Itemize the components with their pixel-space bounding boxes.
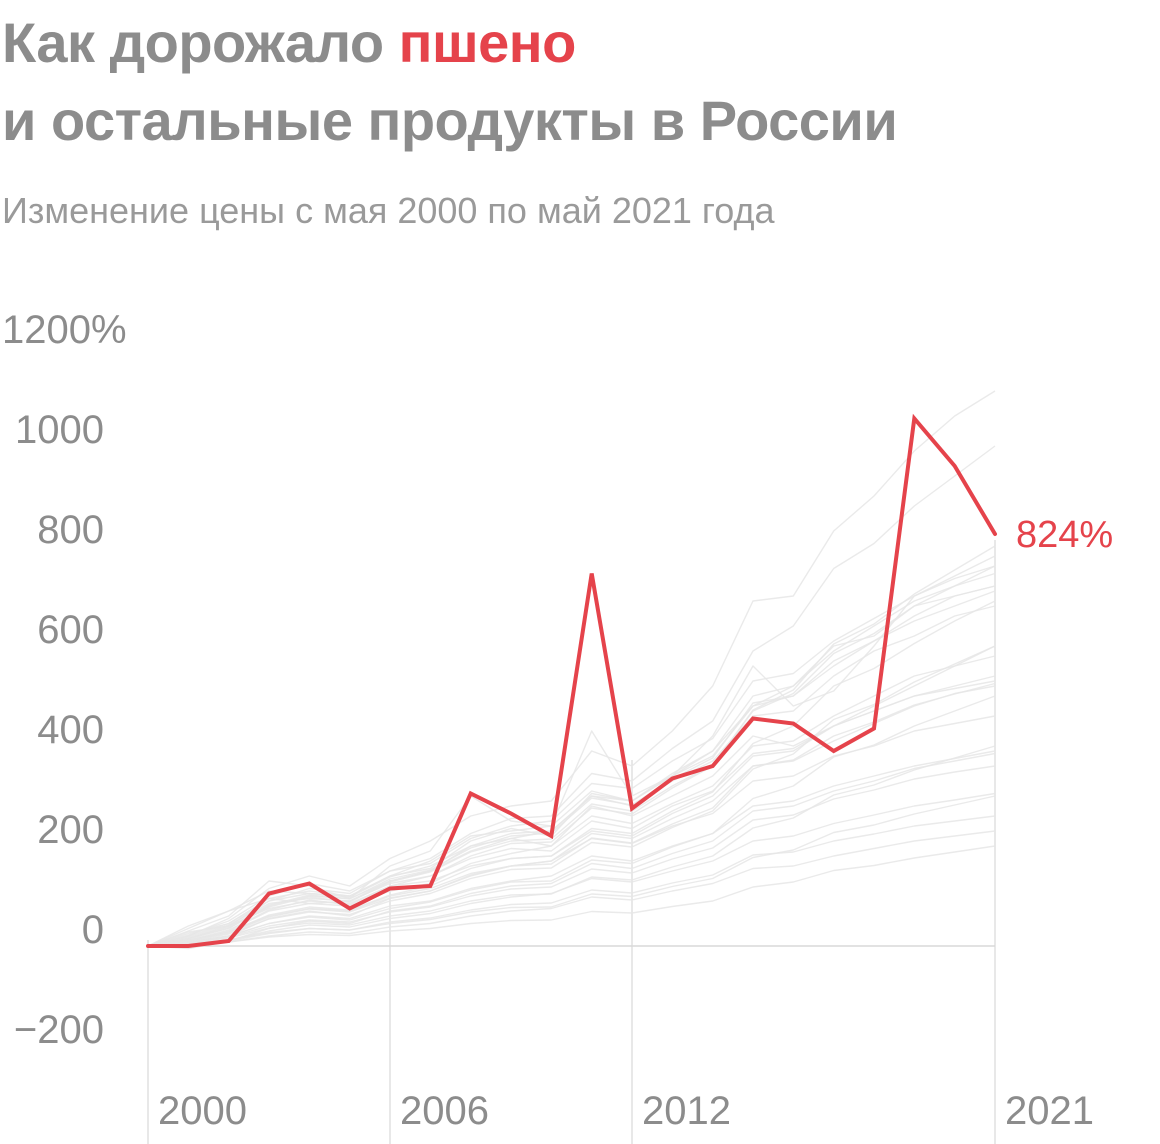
y-axis-ticks: 1200% 1000 800 600 400 200 0 −200 [2, 308, 127, 1052]
background-series-line [147, 792, 996, 947]
background-series-line [147, 645, 996, 947]
y-tick-label: 200 [37, 808, 104, 852]
background-series-line [147, 715, 996, 947]
background-series-line [147, 815, 996, 947]
background-series-line [147, 585, 996, 947]
highlight-series: 824% [146, 413, 1113, 948]
y-tick-label: 1200% [2, 308, 127, 352]
background-series-line [147, 750, 996, 947]
chart-subtitle: Изменение цены с мая 2000 по май 2021 го… [2, 190, 775, 231]
background-series-line [147, 565, 996, 947]
background-series-line [147, 845, 996, 947]
background-series-line [147, 555, 996, 947]
background-series-line [147, 572, 996, 947]
y-tick-label: 0 [82, 908, 104, 952]
y-tick-label: −200 [14, 1008, 104, 1052]
background-series-line [147, 680, 996, 947]
background-series-line [147, 565, 996, 947]
background-series-line [147, 830, 996, 947]
title-line2: и остальные продукты в России [2, 89, 898, 152]
background-series-line [147, 590, 996, 947]
y-tick-label: 1000 [15, 408, 104, 452]
background-series-line [147, 752, 996, 950]
title-prefix: Как дорожало [2, 11, 399, 74]
y-tick-label: 400 [37, 708, 104, 752]
chart-title: Как дорожало пшено и остальные продукты в… [2, 4, 898, 160]
background-series-line [147, 682, 996, 947]
background-series-line [147, 390, 996, 947]
y-tick-label: 600 [37, 608, 104, 652]
x-tick-label: 2006 [400, 1089, 489, 1133]
gridlines [147, 540, 996, 1144]
background-series-line [147, 685, 996, 947]
background-series-line [147, 645, 996, 947]
x-tick-label: 2012 [642, 1089, 731, 1133]
background-series-line [147, 655, 996, 947]
background-series-line [147, 765, 996, 947]
x-axis-ticks: 2000 2006 2012 2021 [158, 1089, 1094, 1133]
background-series [147, 390, 996, 950]
y-tick-label: 800 [37, 508, 104, 552]
x-tick-label: 2021 [1005, 1089, 1094, 1133]
title-accent: пшено [398, 11, 577, 74]
background-series-line [147, 600, 996, 947]
series-line-psheno [146, 413, 997, 948]
x-tick-label: 2000 [158, 1089, 247, 1133]
series-end-label: 824% [1016, 514, 1113, 556]
